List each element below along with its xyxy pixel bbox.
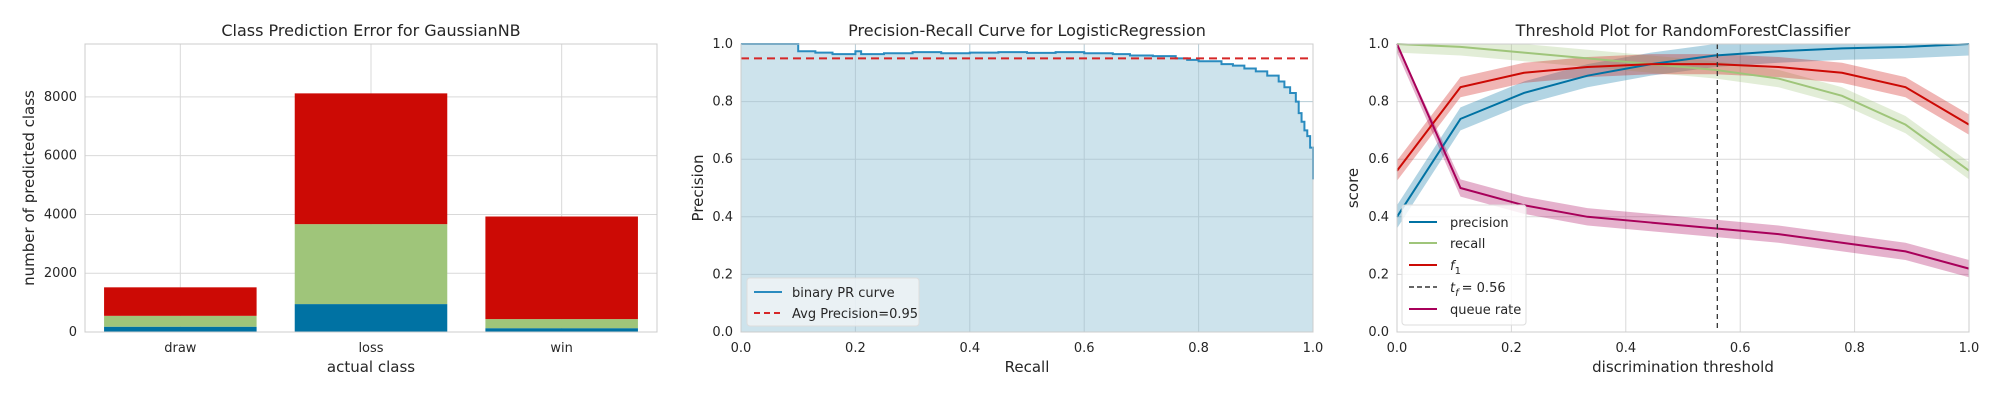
- panel3-frame: [1396, 43, 1970, 333]
- precision-recall-panel: Precision-Recall Curve for LogisticRegre…: [689, 21, 1323, 376]
- class-prediction-error-panel: Class Prediction Error for GaussianNB 0 2…: [20, 21, 658, 376]
- panel2-ytick: 0.6: [712, 152, 733, 167]
- panel1-ytick: 6000: [44, 149, 77, 164]
- panel1-xlabel: actual class: [327, 358, 415, 376]
- line-precision: [1396, 43, 1970, 218]
- panel3-xtick: 0.2: [1501, 341, 1522, 356]
- panel1-title: Class Prediction Error for GaussianNB: [221, 21, 520, 40]
- panel2-ylabel: Precision: [689, 155, 707, 222]
- legend-f1-label: f1: [1450, 259, 1461, 277]
- panel3-ytick: 1.0: [1368, 37, 1389, 52]
- panel3-ytick: 0.0: [1368, 325, 1389, 340]
- panel3-xlabel: discrimination threshold: [1592, 358, 1774, 376]
- bar-segment-win-0: [485, 328, 638, 332]
- panel2-ytick: 0.2: [712, 267, 733, 282]
- panel2-xtick: 0.2: [845, 341, 866, 356]
- bar-segment-loss-0: [294, 304, 448, 332]
- panel2-ytick: 1.0: [712, 37, 733, 52]
- line-queue-rate: [1396, 43, 1970, 270]
- panel3-ytick: 0.2: [1368, 267, 1389, 282]
- line-recall: [1396, 43, 1970, 172]
- panel1-ytick: 4000: [44, 207, 77, 222]
- panel3-ytick: 0.8: [1368, 95, 1389, 110]
- panel3-ytick: 0.6: [1368, 152, 1389, 167]
- panel3-xtick: 1.0: [1959, 341, 1980, 356]
- legend-recall-label: recall: [1450, 237, 1485, 252]
- panel2-xtick: 0.4: [959, 341, 980, 356]
- band-recall: [1397, 44, 1969, 180]
- panel2-xtick: 0.8: [1188, 341, 1209, 356]
- panel3-xtick: 0.6: [1730, 341, 1751, 356]
- panel3-legend: precision recall f1 tf = 0.56 queue rate: [1401, 204, 1527, 326]
- panel1-xtick: loss: [358, 341, 383, 356]
- panel1-ytick: 0: [69, 325, 77, 340]
- bar-segment-loss-2: [294, 93, 448, 225]
- band-precision: [1397, 44, 1969, 229]
- pr-curve-fill: [741, 44, 1313, 332]
- panel3-ytick: 0.4: [1368, 210, 1389, 225]
- panel2-xlabel: Recall: [1005, 358, 1050, 376]
- panel2-ytick: 0.4: [712, 210, 733, 225]
- panel2-ytick: 0.0: [712, 325, 733, 340]
- bar-segment-loss-1: [294, 224, 448, 305]
- pr-curve-line: [741, 43, 1314, 180]
- panel1-ylabel: number of predicted class: [20, 90, 38, 286]
- panel3-xtick: 0.4: [1615, 341, 1636, 356]
- bar-segment-draw-0: [104, 326, 257, 332]
- panel2-xtick: 0.6: [1074, 341, 1095, 356]
- panel1-ytick: 2000: [44, 266, 77, 281]
- panel3-ylabel: score: [1344, 168, 1362, 208]
- panel1-xtick: win: [550, 341, 572, 356]
- panel1-frame: [84, 43, 658, 333]
- panel3-title: Threshold Plot for RandomForestClassifie…: [1515, 21, 1851, 40]
- legend-precision-label: precision: [1450, 216, 1509, 231]
- legend-threshold-label: tf = 0.56: [1450, 281, 1506, 299]
- bar-segment-draw-1: [104, 315, 257, 327]
- legend-avg-precision-label: Avg Precision=0.95: [792, 307, 918, 322]
- bar-segment-win-1: [485, 319, 638, 329]
- panel3-xtick: 0.0: [1387, 341, 1408, 356]
- panel2-ytick: 0.8: [712, 95, 733, 110]
- bar-segment-win-2: [485, 216, 638, 320]
- panel2-xtick: 0.0: [731, 341, 752, 356]
- panel2-legend-box: [746, 277, 920, 327]
- panel2-legend: binary PR curve Avg Precision=0.95: [746, 277, 920, 327]
- panel1-xtick: draw: [164, 341, 197, 356]
- line-f1: [1396, 63, 1970, 172]
- panel2-xtick: 1.0: [1303, 341, 1324, 356]
- legend-pr-curve-label: binary PR curve: [792, 286, 895, 301]
- threshold-plot-panel: Threshold Plot for RandomForestClassifie…: [1344, 21, 1979, 376]
- legend-queue-rate-label: queue rate: [1450, 303, 1521, 318]
- bar-segment-draw-2: [104, 287, 257, 316]
- panel2-frame: [740, 43, 1314, 333]
- panel3-xtick: 0.8: [1844, 341, 1865, 356]
- panel2-title: Precision-Recall Curve for LogisticRegre…: [848, 21, 1206, 40]
- panel3-legend-box: [1401, 204, 1527, 326]
- panel1-ytick: 8000: [44, 90, 77, 105]
